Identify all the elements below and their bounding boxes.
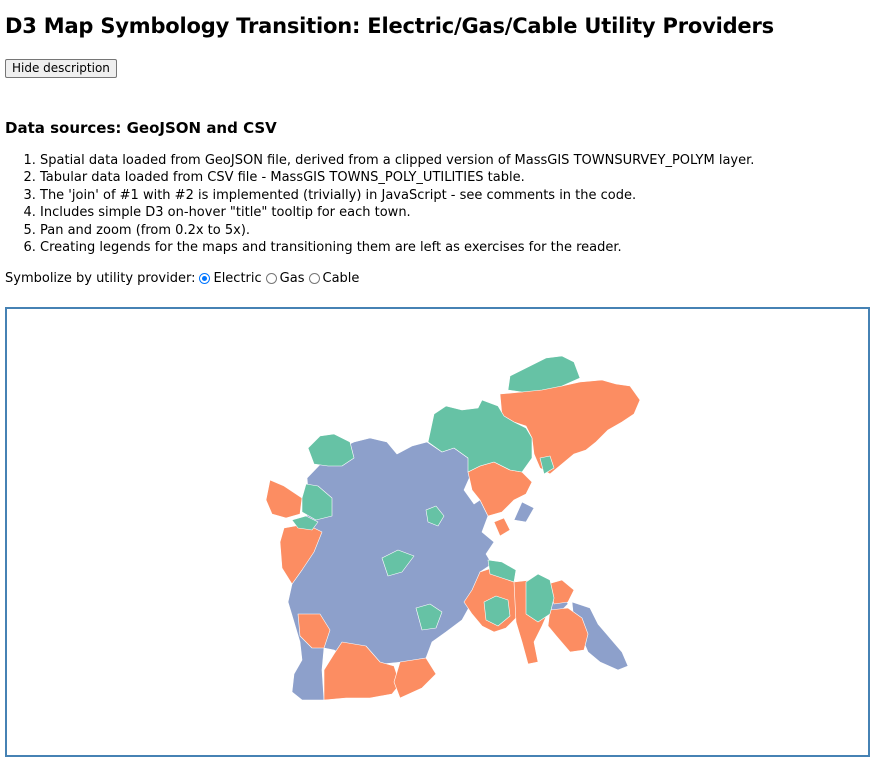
- list-item: Creating legends for the maps and transi…: [40, 239, 754, 256]
- town-region[interactable]: [297, 613, 331, 649]
- town-region[interactable]: [513, 501, 535, 523]
- radio-button-icon[interactable]: [265, 273, 277, 284]
- town-region[interactable]: [427, 399, 533, 473]
- radio-button-icon[interactable]: [199, 273, 211, 284]
- radio-cable[interactable]: Cable: [308, 271, 360, 286]
- town-region[interactable]: [393, 657, 437, 699]
- utility-map[interactable]: [7, 309, 868, 755]
- map-canvas[interactable]: [5, 307, 870, 757]
- town-region[interactable]: [381, 549, 415, 577]
- radio-label-electric: Electric: [213, 271, 262, 286]
- town-region[interactable]: [301, 483, 333, 521]
- town-region[interactable]: [525, 573, 555, 623]
- data-sources-heading: Data sources: GeoJSON and CSV: [5, 119, 277, 137]
- town-region[interactable]: [265, 479, 303, 519]
- data-sources-list: Spatial data loaded from GeoJSON file, d…: [5, 152, 754, 256]
- list-item: The 'join' of #1 with #2 is implemented …: [40, 187, 754, 204]
- town-region[interactable]: [307, 433, 355, 467]
- radio-electric[interactable]: Electric: [199, 271, 262, 286]
- hide-description-button[interactable]: Hide description: [5, 59, 117, 78]
- town-region[interactable]: [483, 595, 511, 627]
- town-region[interactable]: [547, 607, 589, 653]
- list-item: Pan and zoom (from 0.2x to 5x).: [40, 222, 754, 239]
- symbolize-controls: Symbolize by utility provider: Electric …: [5, 271, 359, 286]
- radio-label-gas: Gas: [279, 271, 305, 286]
- town-region[interactable]: [539, 455, 555, 475]
- list-item: Tabular data loaded from CSV file - Mass…: [40, 169, 754, 186]
- town-region[interactable]: [415, 603, 443, 631]
- radio-button-icon[interactable]: [308, 273, 320, 284]
- radio-label-cable: Cable: [322, 271, 360, 286]
- radio-gas[interactable]: Gas: [265, 271, 305, 286]
- town-region[interactable]: [425, 505, 445, 527]
- town-region[interactable]: [493, 517, 511, 537]
- list-item: Includes simple D3 on-hover "title" tool…: [40, 204, 754, 221]
- town-region[interactable]: [323, 641, 401, 701]
- town-region[interactable]: [291, 515, 319, 531]
- page-title: D3 Map Symbology Transition: Electric/Ga…: [5, 14, 774, 38]
- symbolize-label: Symbolize by utility provider:: [5, 271, 196, 286]
- list-item: Spatial data loaded from GeoJSON file, d…: [40, 152, 754, 169]
- town-region[interactable]: [507, 355, 581, 393]
- town-region[interactable]: [487, 559, 517, 583]
